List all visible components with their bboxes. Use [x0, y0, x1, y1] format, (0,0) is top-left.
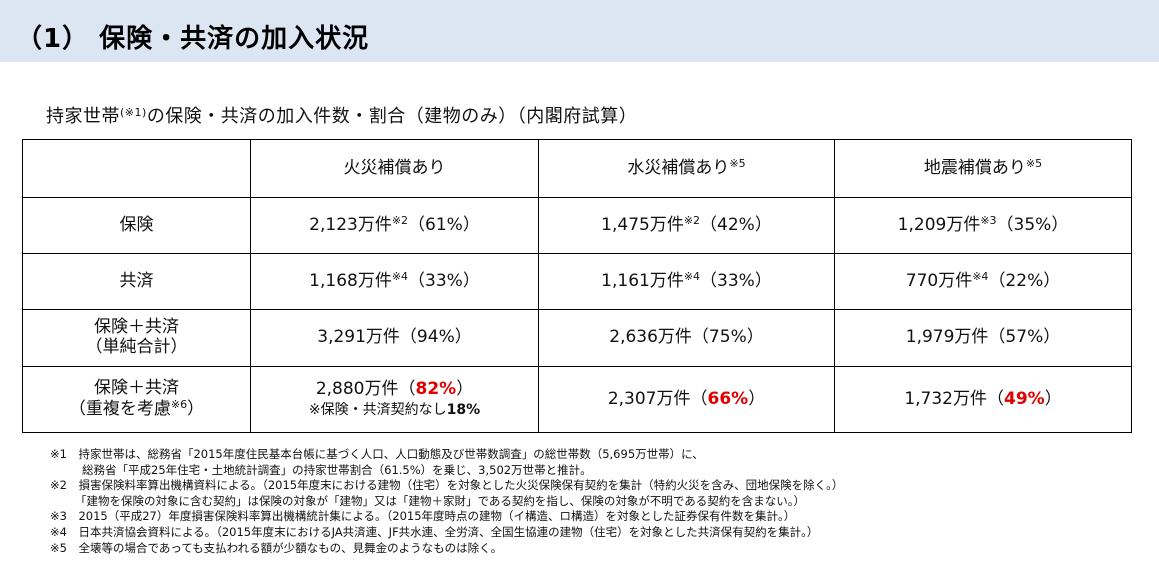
insurance-table: 火災補償あり 水災補償あり※5 地震補償あり※5 保険 2,123万件※2（61…	[22, 139, 1132, 433]
cell-kyosai-fire: 1,168万件※4（33%）	[250, 253, 539, 310]
cell-sum-earthquake: 1,979万件（57%）	[834, 309, 1132, 367]
footnote-4: ※4 日本共済協会資料による。（2015年度末におけるJA共済連、JF共水連、全…	[50, 524, 819, 539]
footnote-2-cont: 「建物を保険の対象に含む契約」は保険の対象が「建物」又は「建物＋家財」である契約…	[75, 493, 806, 508]
page-title: （1） 保険・共済の加入状況	[16, 24, 370, 54]
footnote-1-cont: 総務省「平成25年住宅・土地統計調査」の持家世帯割合（61.5%）を乗じ、3,5…	[82, 462, 592, 477]
cell-insurance-fire: 2,123万件※2（61%）	[250, 197, 539, 254]
cell-dedup-flood: 2,307万件（66%）	[538, 366, 835, 433]
row-label: 保険＋共済 （単純合計）	[22, 309, 251, 367]
table-header-row: 火災補償あり 水災補償あり※5 地震補償あり※5	[22, 139, 1132, 198]
footnote-3: ※3 2015（平成27）年度損害保険料率算出機構統計集による。（2015年度時…	[50, 509, 796, 524]
cell-insurance-earthquake: 1,209万件※3（35%）	[834, 197, 1132, 254]
row-label: 保険＋共済 （重複を考慮※6）	[22, 366, 251, 433]
cell-insurance-flood: 1,475万件※2（42%）	[538, 197, 835, 254]
caption-rest: の保険・共済の加入件数・割合（建物のみ）（内閣府試算）	[146, 106, 638, 127]
cell-kyosai-earthquake: 770万件※4（22%）	[834, 253, 1132, 310]
cell-kyosai-flood: 1,161万件※4（33%）	[538, 253, 835, 310]
header-band	[0, 0, 1159, 62]
table-row-dedup: 保険＋共済 （重複を考慮※6） 2,880万件（82%） ※保険・共済契約なし18…	[22, 366, 1132, 433]
cell-sum-flood: 2,636万件（75%）	[538, 309, 835, 367]
table-caption: 持家世帯(※1)の保険・共済の加入件数・割合（建物のみ）（内閣府試算）	[46, 102, 637, 128]
cell-sum-fire: 3,291万件（94%）	[250, 309, 539, 367]
row-label: 保険	[22, 197, 251, 254]
caption-sup: (※1)	[120, 106, 147, 119]
table-row-kyosai: 共済 1,168万件※4（33%） 1,161万件※4（33%） 770万件※4…	[22, 253, 1132, 310]
footnote-5: ※5 全壊等の場合であっても支払われる額が少額なもの、見舞金のようなものは除く。	[50, 540, 503, 555]
cell-dedup-fire: 2,880万件（82%） ※保険・共済契約なし18%	[250, 366, 539, 433]
footnotes: ※1 持家世帯は、総務省「2015年度住民基本台帳に基づく人口、人口動態及び世帯…	[50, 447, 843, 556]
footnote-2: ※2 損害保険料率算出機構資料による。（2015年度末における建物（住宅）を対象…	[50, 478, 844, 493]
table-row-insurance: 保険 2,123万件※2（61%） 1,475万件※2（42%） 1,209万件…	[22, 197, 1132, 254]
footnote-1: ※1 持家世帯は、総務省「2015年度住民基本台帳に基づく人口、人口動態及び世帯…	[50, 447, 704, 461]
caption-main: 持家世帯	[46, 106, 120, 127]
row-label: 共済	[22, 253, 251, 310]
cell-dedup-earthquake: 1,732万件（49%）	[834, 366, 1132, 433]
header-cell-fire: 火災補償あり	[250, 139, 539, 198]
table-row-simple-sum: 保険＋共済 （単純合計） 3,291万件（94%） 2,636万件（75%） 1,…	[22, 309, 1132, 367]
header-cell-earthquake: 地震補償あり※5	[834, 139, 1132, 198]
header-cell-flood: 水災補償あり※5	[538, 139, 835, 198]
header-cell-blank	[22, 139, 251, 198]
